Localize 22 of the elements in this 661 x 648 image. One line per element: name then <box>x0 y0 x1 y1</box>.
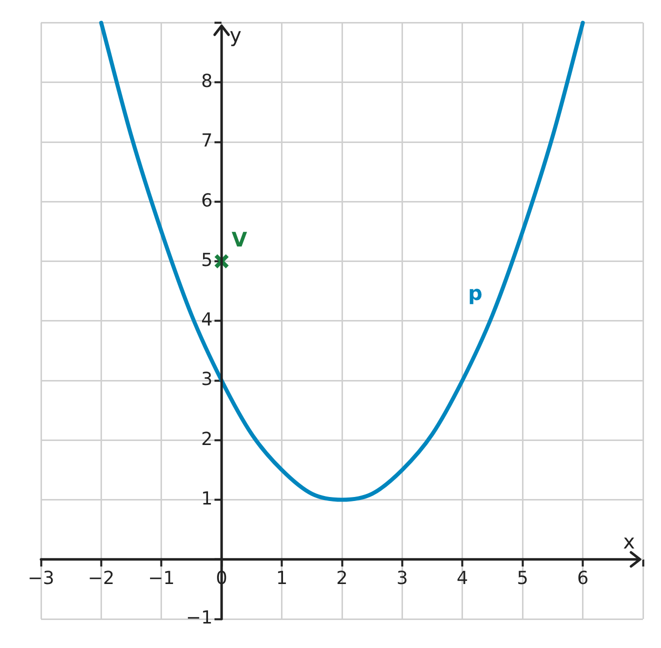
y-tick-label: 4 <box>201 310 222 331</box>
y-tick-label: 5 <box>201 250 222 271</box>
y-tick-label: 7 <box>201 130 222 152</box>
x-axis-title: x <box>623 530 636 554</box>
y-tick-label: 1 <box>201 488 222 510</box>
y-tick-label: −1 <box>186 608 222 629</box>
series-label: V <box>232 227 248 252</box>
x-tick-label: 2 <box>336 568 348 589</box>
x-tick-label: 4 <box>456 568 468 589</box>
x-tick-label: −2 <box>88 568 114 589</box>
x-tick-label: −1 <box>148 568 175 589</box>
y-tick-label: 3 <box>201 369 222 390</box>
y-axis-title: y <box>230 23 242 48</box>
y-tick-label: 8 <box>201 71 222 92</box>
x-tick-label: 6 <box>577 568 589 589</box>
x-tick-label: 1 <box>276 568 288 589</box>
x-tick-label: 3 <box>396 568 408 589</box>
y-tick-label: 6 <box>201 190 222 212</box>
series-label: p <box>468 281 482 306</box>
y-tick-label: 2 <box>201 428 222 450</box>
x-tick-label: 5 <box>516 568 528 589</box>
x-tick-label: −3 <box>28 568 54 589</box>
